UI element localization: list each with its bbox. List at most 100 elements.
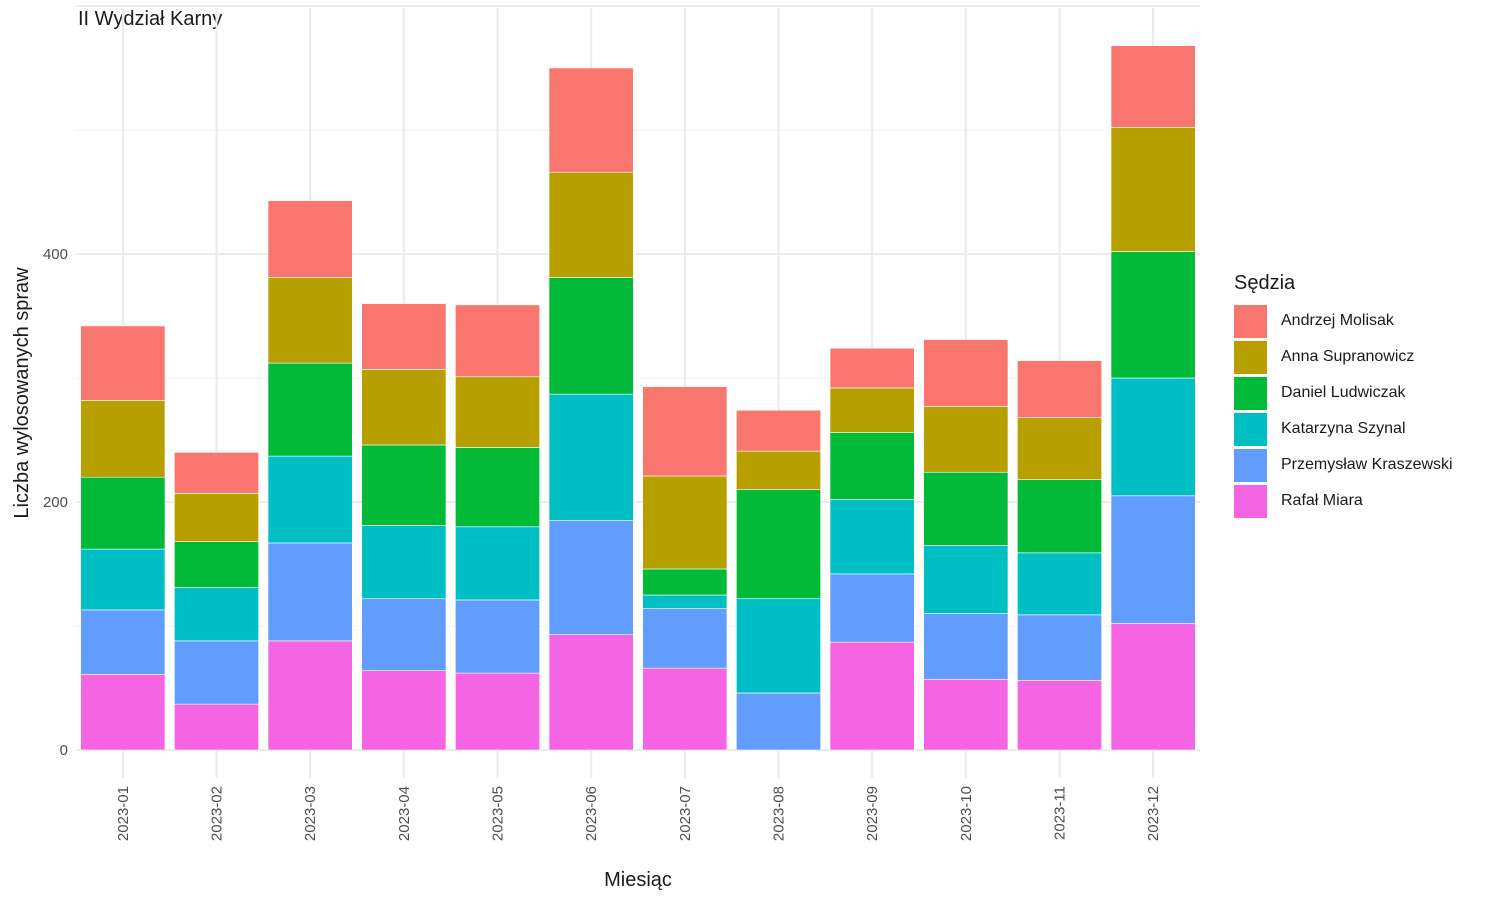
legend-swatch xyxy=(1234,340,1267,374)
bar-segment xyxy=(923,613,1009,680)
bar-segment xyxy=(736,409,821,452)
legend-swatch xyxy=(1234,412,1267,446)
bar-segment xyxy=(174,640,259,705)
legend-item: Przemysław Kraszewski xyxy=(1234,447,1453,483)
legend-label: Przemysław Kraszewski xyxy=(1281,456,1453,473)
bar-segment xyxy=(455,447,540,528)
bar-segment xyxy=(1017,479,1102,554)
x-tick-label: 2023-04 xyxy=(396,786,413,841)
y-tick-label: 200 xyxy=(43,494,68,511)
bar-segment xyxy=(548,171,634,278)
bar-segment xyxy=(642,594,728,609)
bar-segment xyxy=(923,545,1009,614)
bar-segment xyxy=(548,277,634,395)
x-tick-label: 2023-12 xyxy=(1145,786,1162,841)
bar-segment xyxy=(361,525,447,600)
legend-swatch xyxy=(1234,448,1267,482)
bar-segment xyxy=(267,640,353,751)
legend-swatch xyxy=(1234,484,1267,518)
bar-segment xyxy=(736,450,821,490)
bar-segment xyxy=(455,304,540,378)
bar-segment xyxy=(267,455,353,544)
bar-segment xyxy=(923,679,1009,751)
bar-segment xyxy=(174,703,259,751)
x-tick-label: 2023-06 xyxy=(583,786,600,841)
bar-segment xyxy=(1110,45,1196,128)
bar-segment xyxy=(736,692,821,751)
bar-segment xyxy=(455,526,540,601)
legend-label: Rafał Miara xyxy=(1281,492,1363,509)
legend-item: Rafał Miara xyxy=(1234,483,1453,519)
legend-label: Anna Supranowicz xyxy=(1281,348,1415,365)
chart-title: II Wydział Karny xyxy=(78,8,223,30)
x-tick-label: 2023-11 xyxy=(1052,786,1069,840)
x-tick-label: 2023-10 xyxy=(958,786,975,841)
bar-segment xyxy=(361,598,447,671)
bar-segment xyxy=(642,475,728,570)
bar-segment xyxy=(1017,552,1102,616)
bar-segment xyxy=(361,369,447,446)
bar-segment xyxy=(548,520,634,635)
legend-item: Katarzyna Szynal xyxy=(1234,411,1453,447)
bar-segment xyxy=(829,347,915,389)
bar-segment xyxy=(642,608,728,669)
bar-segment xyxy=(1017,417,1102,480)
x-tick-label: 2023-07 xyxy=(677,786,694,841)
x-tick-label: 2023-09 xyxy=(864,786,881,841)
legend-item: Anna Supranowicz xyxy=(1234,339,1453,375)
bar-segment xyxy=(923,471,1009,546)
bar-segment xyxy=(1017,360,1102,418)
bar-segment xyxy=(736,489,821,600)
x-tick-label: 2023-03 xyxy=(302,786,319,841)
y-tick-label: 400 xyxy=(43,246,68,263)
bar-segment xyxy=(80,548,166,611)
bar-segment xyxy=(267,200,353,278)
bar-segment xyxy=(829,573,915,643)
y-axis-title: Liczba wylosowanych spraw xyxy=(11,267,33,519)
y-tick-label: 0 xyxy=(60,742,68,759)
bar-segment xyxy=(829,499,915,575)
bar-segment xyxy=(267,362,353,457)
legend-swatch xyxy=(1234,304,1267,338)
bar-segment xyxy=(642,667,728,751)
bar-segment xyxy=(174,493,259,542)
bar-segment xyxy=(80,400,166,478)
bar-segment xyxy=(1017,680,1102,751)
bar-segment xyxy=(829,641,915,751)
bar-segment xyxy=(174,452,259,494)
legend-label: Katarzyna Szynal xyxy=(1281,420,1406,437)
bar-segment xyxy=(548,634,634,751)
x-tick-label: 2023-08 xyxy=(771,786,788,841)
legend: Sędzia Andrzej Molisak Anna Supranowicz Da… xyxy=(1234,272,1453,519)
bar-segment xyxy=(1017,614,1102,681)
bar-segment xyxy=(923,406,1009,473)
bar-segment xyxy=(361,303,447,370)
bar-segment xyxy=(80,325,166,401)
bar-segment xyxy=(174,587,259,642)
bar-segment xyxy=(829,387,915,433)
bar-segment xyxy=(923,339,1009,407)
legend-title: Sędzia xyxy=(1234,272,1296,294)
bar-segment xyxy=(642,386,728,477)
x-axis-title: Miesiąc xyxy=(604,869,672,891)
bar-segment xyxy=(1110,495,1196,624)
bar-segment xyxy=(80,609,166,675)
bar-segment xyxy=(642,568,728,596)
bar-segment xyxy=(736,598,821,694)
bar-segment xyxy=(80,674,166,751)
bar-segment xyxy=(829,432,915,500)
legend-item: Andrzej Molisak xyxy=(1234,303,1453,339)
bar-segment xyxy=(1110,251,1196,379)
bar-segment xyxy=(455,376,540,448)
bar-segment xyxy=(174,541,259,588)
bar-segment xyxy=(1110,623,1196,751)
x-tick-label: 2023-05 xyxy=(490,786,507,841)
bar-segment xyxy=(455,672,540,751)
bar-segment xyxy=(1110,127,1196,252)
legend-item: Daniel Ludwiczak xyxy=(1234,375,1453,411)
legend-label: Daniel Ludwiczak xyxy=(1281,384,1406,401)
bar-segment xyxy=(548,393,634,521)
legend-items: Andrzej Molisak Anna Supranowicz Daniel Lu… xyxy=(1234,303,1453,519)
x-tick-label: 2023-01 xyxy=(115,786,132,841)
legend-label: Andrzej Molisak xyxy=(1281,312,1394,329)
